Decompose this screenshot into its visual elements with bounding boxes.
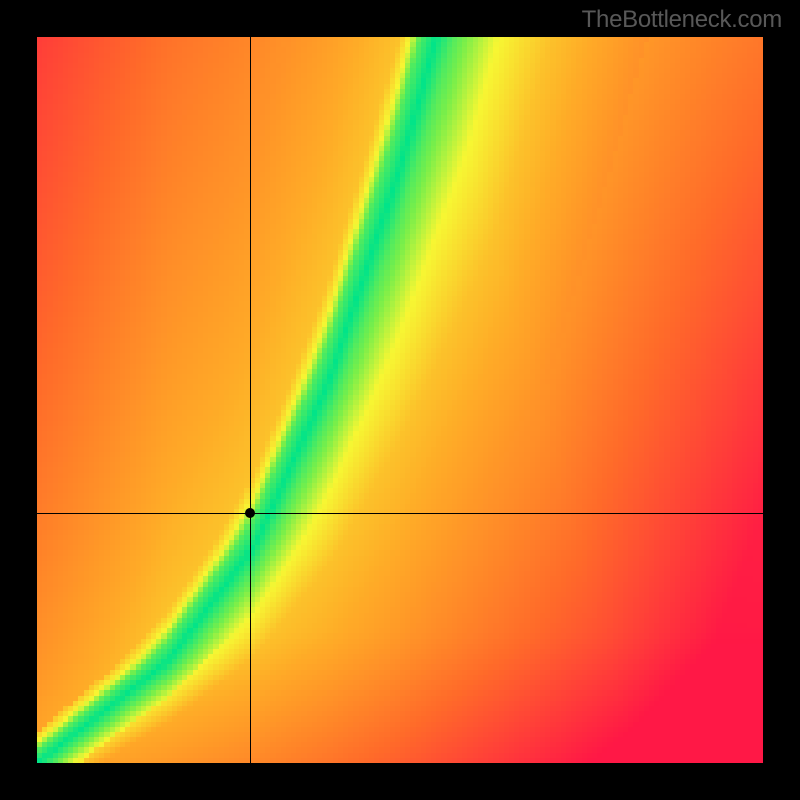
selected-point-marker (245, 508, 255, 518)
heatmap-canvas (37, 37, 763, 763)
crosshair-horizontal (37, 513, 763, 514)
crosshair-vertical (250, 37, 251, 763)
heatmap-plot (37, 37, 763, 763)
watermark-text: TheBottleneck.com (582, 6, 782, 34)
